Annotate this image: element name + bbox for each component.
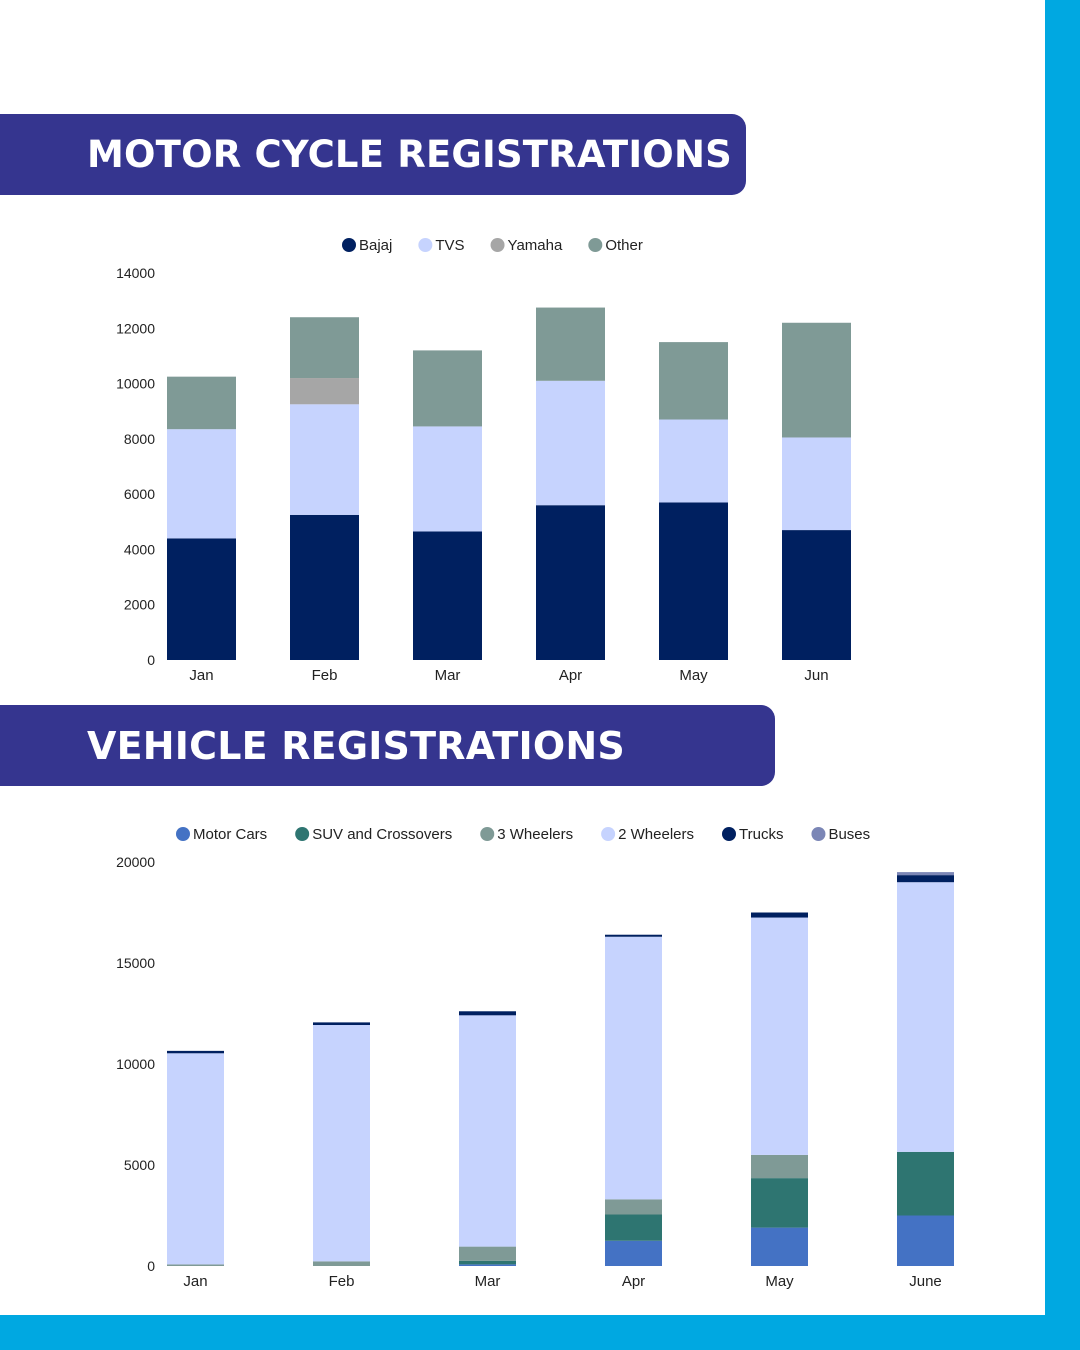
vehicle-section-banner: VEHICLE REGISTRATIONS: [0, 705, 775, 786]
vehicle-bar-june-suv-and-crossovers: [897, 1151, 954, 1216]
motorcycle-y-tick-label: 6000: [124, 486, 155, 502]
vehicle-bar-apr-suv-and-crossovers: [605, 1214, 662, 1241]
motorcycle-bar-jan-bajaj: [167, 538, 236, 660]
vehicle-bar-may-3-wheelers: [751, 1154, 808, 1179]
vehicle-bar-june-motor-cars: [897, 1215, 954, 1266]
vehicle-bar-mar-3-wheelers: [459, 1246, 516, 1261]
motorcycle-bar-feb-bajaj: [290, 514, 359, 660]
vehicle-bar-june-2-wheelers: [897, 882, 954, 1152]
vehicle-legend-marker-3-wheelers: [480, 827, 495, 841]
motorcycle-bar-jun-tvs: [782, 437, 851, 531]
vehicle-x-tick-label: June: [909, 1273, 942, 1290]
motorcycle-bar-may-tvs: [659, 419, 728, 503]
motorcycle-x-tick-label: May: [679, 667, 708, 684]
vehicle-registrations-chart: Motor Cars SUV and Crossovers 3 Wheelers 2 …: [116, 826, 954, 1290]
motorcycle-bar-mar-tvs: [413, 426, 482, 532]
motorcycle-legend-marker-bajaj: [342, 238, 356, 252]
motorcycle-bar-mar-other: [413, 350, 482, 427]
motorcycle-y-tick-label: 4000: [124, 541, 155, 557]
frame-bottom-border: [0, 1315, 1080, 1350]
vehicle-bar-mar-suv-and-crossovers: [459, 1260, 516, 1265]
vehicle-legend-marker-buses: [811, 827, 826, 841]
motorcycle-bar-feb-other: [290, 317, 359, 379]
motorcycle-bar-feb-yamaha: [290, 378, 359, 405]
vehicle-y-tick-label: 0: [147, 1258, 155, 1274]
vehicle-x-tick-label: May: [765, 1273, 794, 1290]
vehicle-x-tick-label: Apr: [622, 1273, 645, 1290]
vehicle-legend-marker-2-wheelers: [601, 827, 616, 841]
vehicle-bar-jan-2-wheelers: [167, 1053, 224, 1265]
vehicle-bar-mar-motor-cars: [459, 1264, 516, 1266]
motorcycle-x-tick-label: Mar: [435, 667, 461, 684]
motorcycle-bar-may-bajaj: [659, 502, 728, 660]
vehicle-bar-jan-trucks: [167, 1050, 224, 1054]
vehicle-bar-feb-trucks: [313, 1022, 370, 1026]
vehicle-bar-may-trucks: [751, 912, 808, 918]
motorcycle-legend-label-tvs: TVS: [435, 237, 464, 254]
motorcycle-section-title: MOTOR CYCLE REGISTRATIONS: [87, 133, 732, 176]
motorcycle-bar-feb-tvs: [290, 404, 359, 515]
motorcycle-bar-mar-bajaj: [413, 531, 482, 660]
motorcycle-y-tick-label: 14000: [116, 265, 155, 281]
motorcycle-section-banner: MOTOR CYCLE REGISTRATIONS: [0, 114, 746, 195]
vehicle-bar-mar-2-wheelers: [459, 1015, 516, 1247]
motorcycle-bar-apr-other: [536, 307, 605, 381]
motorcycle-y-tick-label: 12000: [116, 320, 155, 336]
motorcycle-x-tick-label: Jan: [189, 667, 213, 684]
vehicle-bar-may-2-wheelers: [751, 917, 808, 1155]
motorcycle-y-tick-label: 2000: [124, 597, 155, 613]
motorcycle-x-tick-label: Jun: [804, 667, 828, 684]
motorcycle-legend-marker-yamaha: [490, 238, 505, 252]
vehicle-legend-marker-suv-and-crossovers: [295, 827, 310, 841]
vehicle-legend-marker-trucks: [722, 827, 736, 841]
motorcycle-y-tick-label: 0: [147, 652, 155, 668]
motorcycle-legend-label-other: Other: [605, 237, 643, 254]
vehicle-legend-label-buses: Buses: [828, 826, 870, 843]
motorcycle-bar-jan-other: [167, 376, 236, 430]
vehicle-bar-june-trucks: [897, 875, 954, 883]
vehicle-bar-may-suv-and-crossovers: [751, 1178, 808, 1228]
motorcycle-x-tick-label: Feb: [312, 667, 338, 684]
motorcycle-bar-apr-bajaj: [536, 505, 605, 660]
vehicle-y-tick-label: 10000: [116, 1056, 155, 1072]
vehicle-bar-may-motor-cars: [751, 1227, 808, 1266]
vehicle-section-title: VEHICLE REGISTRATIONS: [87, 723, 625, 768]
vehicle-bar-jan-3-wheelers: [167, 1264, 224, 1266]
vehicle-y-tick-label: 15000: [116, 955, 155, 971]
motorcycle-registrations-chart: Bajaj TVS Yamaha Other 0 2000 4000 6000 8000 1000…: [116, 237, 851, 684]
vehicle-legend-label-2-wheelers: 2 Wheelers: [618, 826, 694, 843]
vehicle-bar-apr-trucks: [605, 934, 662, 937]
motorcycle-legend-marker-tvs: [418, 238, 433, 252]
motorcycle-bar-jan-tvs: [167, 429, 236, 539]
vehicle-bar-feb-2-wheelers: [313, 1025, 370, 1262]
motorcycle-y-tick-label: 8000: [124, 431, 155, 447]
motorcycle-legend-marker-other: [588, 238, 603, 252]
motorcycle-x-tick-label: Apr: [559, 667, 582, 684]
vehicle-bar-mar-trucks: [459, 1011, 516, 1016]
motorcycle-bar-jun-bajaj: [782, 530, 851, 660]
frame-right-border: [1045, 0, 1080, 1350]
vehicle-x-tick-label: Feb: [329, 1273, 355, 1290]
motorcycle-bar-jun-other: [782, 322, 851, 438]
vehicle-x-tick-label: Jan: [183, 1273, 207, 1290]
vehicle-y-tick-label: 5000: [124, 1157, 155, 1173]
motorcycle-legend-label-yamaha: Yamaha: [508, 237, 563, 254]
motorcycle-bar-apr-tvs: [536, 380, 605, 506]
vehicle-y-tick-label: 20000: [116, 854, 155, 870]
vehicle-bar-apr-2-wheelers: [605, 936, 662, 1200]
vehicle-legend-label-3-wheelers: 3 Wheelers: [497, 826, 573, 843]
vehicle-legend-label-suv-and-crossovers: SUV and Crossovers: [312, 826, 452, 843]
vehicle-bar-june-buses: [897, 872, 954, 876]
vehicle-legend-label-motor-cars: Motor Cars: [193, 826, 267, 843]
vehicle-legend-marker-motor-cars: [176, 827, 190, 841]
vehicle-bar-feb-3-wheelers: [313, 1261, 370, 1266]
vehicle-legend-label-trucks: Trucks: [739, 826, 783, 843]
motorcycle-legend-label-bajaj: Bajaj: [359, 237, 392, 254]
vehicle-x-tick-label: Mar: [475, 1273, 501, 1290]
motorcycle-y-tick-label: 10000: [116, 376, 155, 392]
motorcycle-bar-may-other: [659, 342, 728, 420]
vehicle-bar-apr-motor-cars: [605, 1240, 662, 1266]
vehicle-bar-apr-3-wheelers: [605, 1199, 662, 1215]
